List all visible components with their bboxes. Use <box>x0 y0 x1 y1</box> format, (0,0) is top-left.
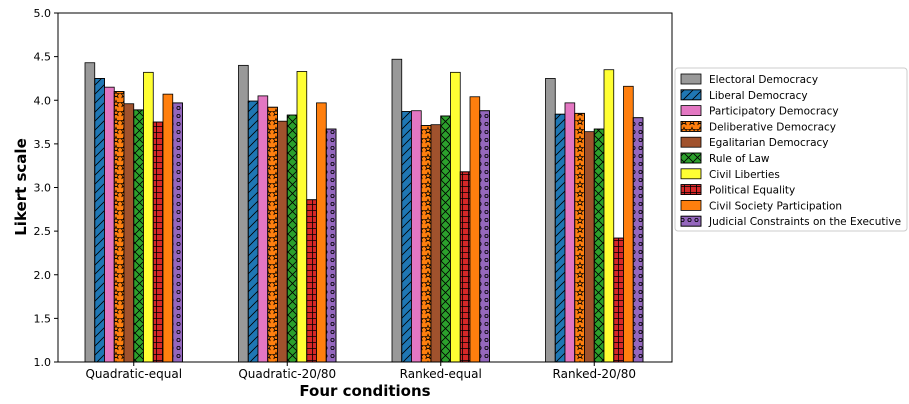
bar-hatch <box>613 237 624 363</box>
legend-label: Rule of Law <box>709 153 770 165</box>
bar <box>603 69 615 363</box>
y-tick-label: 3.5 <box>34 138 52 151</box>
legend-label: Civil Society Participation <box>709 200 842 212</box>
bar-hatch <box>325 128 337 363</box>
bar <box>257 95 269 363</box>
legend-swatch <box>680 168 702 180</box>
y-tick-label: 2.0 <box>34 269 52 282</box>
bar-hatch <box>420 125 432 363</box>
legend-label: Liberal Democracy <box>709 90 808 102</box>
legend-frame <box>674 67 908 232</box>
y-tick-label: 4.0 <box>34 94 52 107</box>
legend-label: Civil Liberties <box>709 169 780 181</box>
x-tick-label: Quadratic-equal <box>85 367 182 381</box>
legend-swatch-hatch <box>680 121 702 132</box>
bar <box>584 131 595 363</box>
bar <box>84 62 96 363</box>
bar-hatch <box>286 114 298 363</box>
legend-label: Electoral Democracy <box>709 74 818 86</box>
bar-hatch <box>113 91 125 363</box>
bar <box>238 64 249 363</box>
bar <box>143 71 154 363</box>
legend-swatch-hatch <box>680 152 702 164</box>
legend-swatch <box>680 199 702 211</box>
legend-label: Political Equality <box>709 185 795 197</box>
bar <box>469 96 481 363</box>
bar <box>430 124 442 363</box>
bar <box>545 78 556 363</box>
legend-label: Deliberative Democracy <box>709 121 836 133</box>
y-tick-label: 5.0 <box>34 7 52 20</box>
x-axis-label: Four conditions <box>299 382 430 400</box>
bar <box>391 58 403 363</box>
bars-layer <box>84 58 644 363</box>
bar-hatch <box>133 109 144 363</box>
y-tick-label: 3.0 <box>34 182 52 195</box>
legend: Electoral Democracy Liberal Democracy Part… <box>674 67 908 232</box>
legend-swatch-hatch <box>680 89 702 101</box>
legend-label: Egalitarian Democracy <box>709 137 829 149</box>
bar <box>450 71 461 363</box>
bar-hatch <box>574 112 585 363</box>
y-tick-label: 2.5 <box>34 225 52 238</box>
legend-swatch-hatch <box>680 184 702 196</box>
bar-hatch <box>459 171 471 363</box>
bar <box>316 102 327 363</box>
legend-label: Judicial Constraints on the Executive <box>708 216 901 228</box>
y-axis: 1.0 1.5 2.0 2.5 3.0 3.5 4.0 4.5 5.0 <box>34 7 58 369</box>
bar-hatch <box>401 111 412 363</box>
legend-swatch <box>680 73 702 85</box>
bar <box>623 85 634 363</box>
legend-swatch <box>680 105 702 116</box>
bar-hatch <box>306 199 317 363</box>
bar <box>104 86 115 363</box>
bar <box>564 102 576 363</box>
bar-hatch <box>632 117 644 363</box>
legend-swatch-hatch <box>680 215 702 227</box>
bar-hatch <box>152 121 164 363</box>
x-tick-label: Ranked-equal <box>400 367 482 381</box>
bar-hatch <box>94 78 105 363</box>
bar-hatch <box>593 128 605 363</box>
legend-swatch <box>680 136 702 148</box>
bar <box>296 71 308 363</box>
y-tick-label: 4.5 <box>34 51 52 64</box>
bar <box>162 93 174 363</box>
bar-hatch <box>554 113 566 363</box>
bar-hatch <box>479 110 490 363</box>
bar <box>123 103 135 363</box>
x-tick-label: Quadratic-20/80 <box>238 367 336 381</box>
bar-hatch <box>247 100 259 363</box>
x-axis: Quadratic-equal Quadratic-20/80 Ranked-equ… <box>85 362 636 381</box>
bar <box>277 120 288 363</box>
y-tick-label: 1.5 <box>34 312 52 325</box>
y-axis-label: Likert scale <box>12 138 30 236</box>
bar <box>411 110 422 363</box>
legend-label: Participatory Democracy <box>709 106 839 118</box>
bar-hatch <box>440 115 451 363</box>
x-tick-label: Ranked-20/80 <box>553 367 636 381</box>
y-tick-label: 1.0 <box>34 356 52 369</box>
bar-hatch <box>267 106 278 363</box>
bar-hatch <box>172 102 183 363</box>
